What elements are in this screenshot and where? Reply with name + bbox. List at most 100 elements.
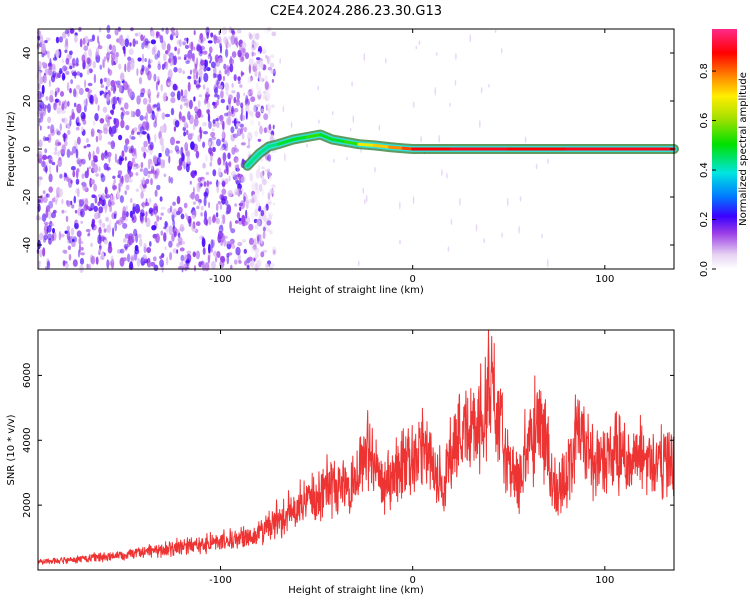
noise-speckle [239, 84, 243, 88]
noise-speckle [208, 52, 212, 57]
noise-speckle [267, 66, 273, 71]
noise-speckle [150, 161, 154, 170]
spectrogram-panel: -100 0 100 -40 -20 0 20 40 Height of straight … [6, 24, 679, 296]
noise-speckle [203, 181, 207, 188]
noise-speckle [198, 94, 203, 98]
colorbar-tick-label: 0.2 [699, 212, 710, 228]
noise-speckle [88, 232, 91, 237]
noise-speckle [206, 31, 209, 39]
noise-speckle [220, 98, 225, 104]
noise-speckle [157, 76, 160, 82]
noise-speckle [158, 34, 162, 39]
noise-speckle [186, 37, 189, 44]
noise-speckle [219, 147, 224, 151]
noise-speckle [434, 86, 437, 96]
noise-speckle [239, 200, 246, 210]
noise-speckle [202, 50, 208, 55]
noise-speckle [237, 241, 243, 247]
colorbar-label: Normalized spectral amplitude [738, 72, 749, 226]
spectrogram-y-ticks: -40 -20 0 20 40 [22, 47, 674, 253]
noise-speckle [88, 263, 91, 270]
noise-speckle [71, 108, 75, 119]
noise-speckle [141, 42, 145, 50]
noise-speckle [46, 225, 52, 233]
noise-speckle [37, 150, 43, 159]
noise-speckle [59, 123, 62, 131]
noise-speckle [239, 113, 245, 121]
noise-speckle [107, 67, 110, 74]
noise-speckle [245, 110, 248, 120]
noise-speckle [237, 173, 241, 178]
noise-speckle [248, 223, 254, 231]
noise-speckle [130, 256, 135, 262]
noise-speckle [120, 72, 125, 81]
noise-speckle [124, 138, 130, 145]
noise-speckle [94, 212, 99, 220]
noise-speckle [217, 230, 223, 239]
noise-speckle [279, 58, 282, 64]
signal-track-segment [357, 142, 376, 147]
noise-speckle [153, 264, 159, 272]
noise-speckle [221, 197, 226, 205]
noise-speckle [203, 72, 209, 83]
noise-speckle [36, 72, 41, 80]
noise-speckle [64, 172, 68, 178]
noise-speckle [44, 148, 48, 154]
noise-speckle [145, 211, 148, 217]
noise-speckle [245, 104, 250, 115]
noise-speckle [168, 58, 172, 64]
noise-speckle [199, 126, 202, 134]
noise-speckle [193, 96, 196, 102]
noise-speckle [47, 103, 51, 114]
noise-speckle [129, 161, 134, 167]
noise-speckle [153, 104, 157, 108]
noise-speckle [243, 126, 248, 133]
noise-speckle [500, 48, 503, 54]
noise-speckle [251, 51, 254, 57]
noise-speckle [192, 186, 195, 195]
noise-speckle [131, 157, 135, 164]
noise-speckle [253, 218, 258, 224]
noise-speckle [234, 148, 239, 153]
noise-speckle [268, 214, 273, 221]
noise-speckle [256, 219, 261, 226]
noise-speckle [104, 203, 107, 214]
noise-speckle [135, 172, 139, 176]
noise-speckle [184, 142, 189, 151]
noise-speckle [140, 257, 145, 266]
noise-speckle [65, 38, 69, 47]
noise-speckle [204, 210, 207, 220]
noise-speckle [148, 96, 152, 104]
noise-speckle [252, 104, 257, 113]
noise-speckle [71, 70, 75, 75]
noise-speckle [469, 33, 472, 43]
spectrogram-y-tick-label: 0 [22, 146, 33, 152]
noise-speckle [261, 188, 265, 196]
noise-speckle [66, 100, 70, 107]
noise-speckle [256, 189, 260, 198]
noise-speckle [99, 200, 104, 205]
noise-speckle [95, 256, 99, 265]
noise-speckle [166, 76, 172, 83]
noise-speckle [224, 112, 228, 117]
noise-speckle [165, 256, 169, 266]
noise-speckle [234, 125, 238, 130]
noise-speckle [266, 220, 272, 226]
noise-speckle [139, 126, 145, 135]
noise-speckle [84, 79, 87, 89]
noise-speckle [142, 201, 145, 209]
noise-speckle [52, 209, 57, 214]
noise-speckle [231, 244, 236, 249]
noise-speckle [219, 43, 223, 49]
noise-speckle [220, 119, 223, 126]
noise-speckle [120, 111, 124, 121]
noise-speckle [238, 217, 242, 222]
noise-speckle [155, 111, 159, 118]
noise-speckle [144, 183, 147, 189]
noise-speckle [212, 101, 216, 106]
noise-speckle [156, 215, 160, 222]
noise-speckle [227, 152, 231, 160]
noise-speckle [210, 61, 216, 69]
noise-speckle [180, 97, 185, 102]
noise-speckle [86, 263, 89, 269]
